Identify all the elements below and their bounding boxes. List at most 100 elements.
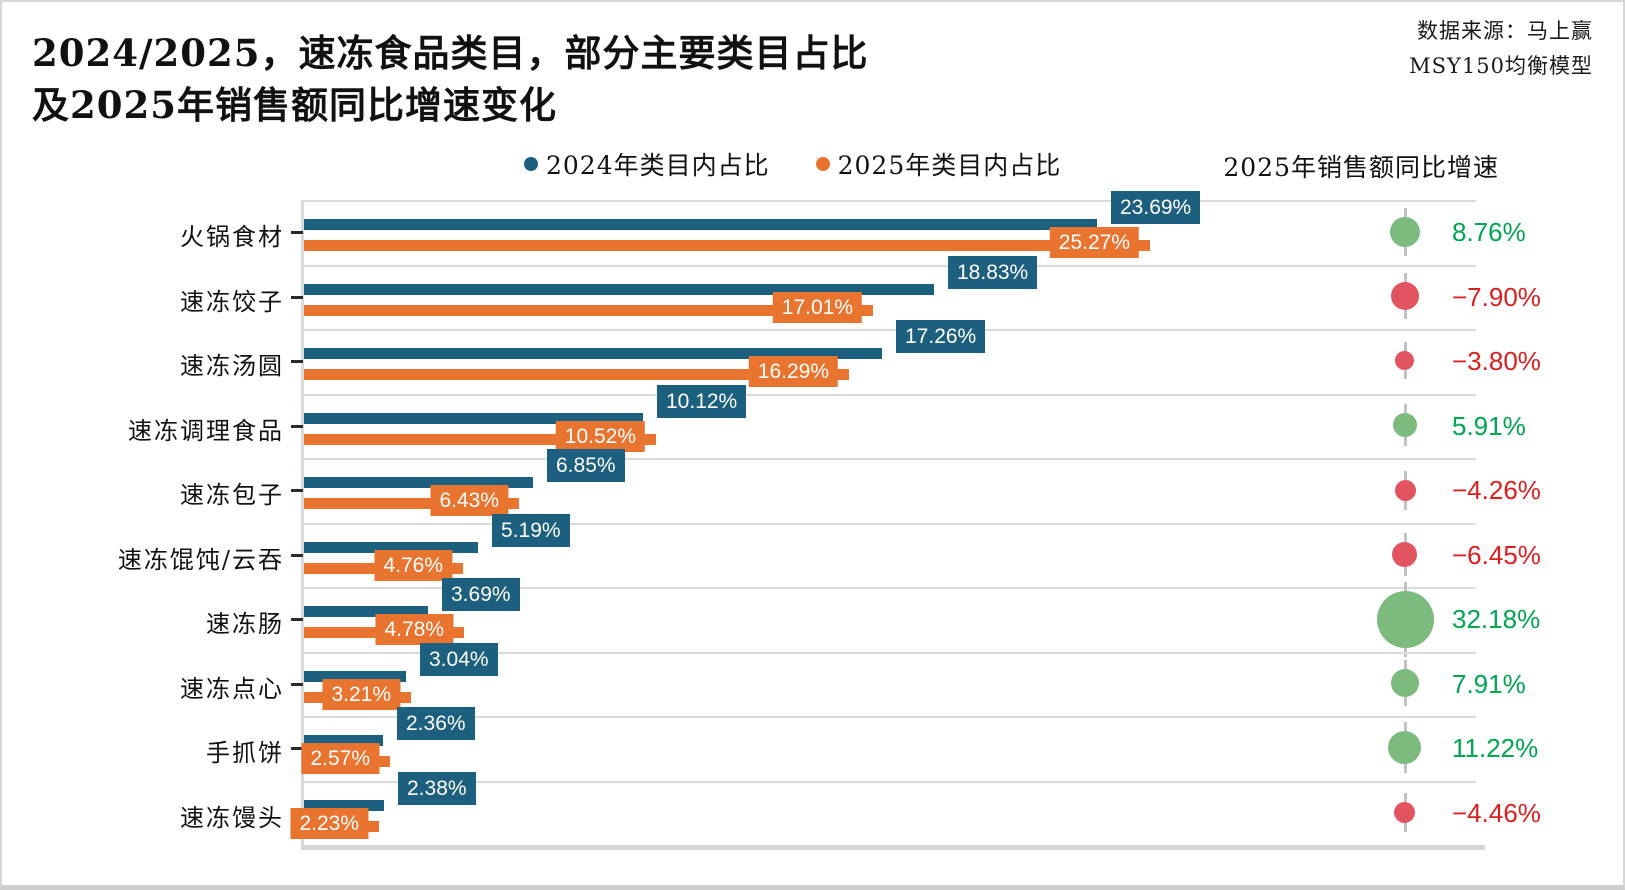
growth-value-label: 11.22%: [1452, 732, 1539, 763]
axis-tick: [291, 747, 303, 750]
axis-tick: [291, 360, 303, 363]
value-label-2025: 17.01%: [772, 292, 862, 323]
axis-tick: [291, 231, 303, 234]
value-label-2024: 2.38%: [398, 772, 476, 805]
chart-title: 2024/2025，速冻食品类目，部分主要类目占比 及2025年销售额同比增速变…: [32, 28, 868, 132]
axis-tick: [291, 618, 303, 621]
growth-bubble: [1391, 669, 1419, 697]
category-label: 速冻包子: [180, 481, 284, 509]
growth-value-label: −3.80%: [1452, 345, 1541, 376]
axis-tick: [291, 489, 303, 492]
value-label-2024: 5.19%: [492, 514, 570, 547]
value-label-2024: 18.83%: [948, 256, 1038, 289]
legend-item-2025: 2025年类目内占比: [815, 146, 1062, 182]
value-label-2024: 3.69%: [442, 578, 520, 611]
value-label-2024: 10.12%: [657, 385, 747, 418]
value-label-2024: 6.85%: [547, 449, 625, 482]
growth-bubble: [1392, 542, 1417, 567]
growth-bubble: [1393, 413, 1417, 437]
value-label-2024: 2.36%: [397, 707, 475, 740]
row-separator: [304, 200, 1476, 202]
growth-value-label: −4.46%: [1452, 797, 1541, 828]
axis-tick: [291, 683, 303, 686]
growth-value-label: −7.90%: [1452, 281, 1541, 312]
row-separator: [304, 329, 1476, 331]
data-source-line1: 数据来源：马上赢: [1417, 19, 1593, 43]
bar-2024: [304, 348, 882, 359]
chart-title-line2: 及2025年销售额同比增速变化: [32, 82, 557, 127]
value-label-2025: 2.57%: [301, 743, 379, 774]
bar-2025: [304, 369, 849, 380]
category-label: 速冻点心: [180, 675, 284, 703]
category-label: 速冻肠: [206, 610, 284, 638]
bar-2024: [304, 542, 478, 553]
value-label-2025: 6.43%: [430, 485, 508, 516]
bar-2025: [304, 498, 519, 509]
growth-value-label: 8.76%: [1452, 216, 1526, 247]
value-label-2024: 17.26%: [896, 320, 986, 353]
axis-tick: [291, 554, 303, 557]
row-separator: [304, 523, 1476, 525]
bar-2024: [304, 800, 384, 811]
data-source-line2: MSY150均衡模型: [1409, 53, 1593, 78]
row-separator: [304, 458, 1476, 460]
legend-dot-2024-icon: [524, 157, 538, 171]
category-label: 火锅食材: [180, 223, 284, 251]
data-source-note: 数据来源：马上赢 MSY150均衡模型: [1409, 14, 1593, 83]
growth-bubble: [1394, 802, 1415, 823]
chart-title-line1: 2024/2025，速冻食品类目，部分主要类目占比: [32, 31, 869, 75]
category-label: 速冻饺子: [180, 288, 284, 316]
growth-column-header: 2025年销售额同比增速: [1223, 153, 1499, 182]
bar-2024: [304, 671, 406, 682]
growth-value-label: −4.26%: [1452, 474, 1541, 505]
legend-dot-2025-icon: [815, 157, 830, 171]
value-label-2025: 4.78%: [375, 614, 453, 645]
category-label: 速冻汤圆: [180, 352, 284, 380]
value-label-2025: 4.76%: [374, 550, 452, 581]
value-label-2024: 23.69%: [1111, 191, 1201, 224]
bar-2025: [304, 434, 656, 445]
bar-2024: [304, 606, 428, 617]
growth-value-label: 5.91%: [1452, 410, 1526, 441]
y-axis-line: [301, 200, 304, 850]
value-label-2025: 2.23%: [290, 808, 368, 839]
bar-2024: [304, 219, 1097, 230]
category-label: 速冻馄饨/云吞: [117, 546, 284, 574]
category-label: 速冻馒头: [180, 804, 284, 832]
bar-2024: [304, 284, 934, 295]
row-separator: [304, 265, 1476, 267]
growth-bubble: [1391, 282, 1419, 310]
category-label: 手抓饼: [206, 739, 284, 767]
bar-2025: [304, 305, 873, 316]
growth-value-label: −6.45%: [1452, 539, 1541, 570]
growth-bubble: [1388, 731, 1421, 764]
axis-tick: [291, 296, 303, 299]
growth-bubble: [1377, 591, 1434, 648]
growth-bubble: [1395, 351, 1414, 370]
bar-2024: [304, 413, 643, 424]
bar-2025: [304, 240, 1150, 251]
value-label-2025: 10.52%: [555, 421, 645, 452]
x-axis-line: [301, 845, 1485, 850]
growth-value-label: 7.91%: [1452, 668, 1526, 699]
value-label-2024: 3.04%: [420, 643, 498, 676]
row-separator: [304, 652, 1476, 654]
growth-bubble: [1395, 480, 1416, 501]
value-label-2025: 25.27%: [1049, 227, 1139, 258]
value-label-2025: 16.29%: [748, 356, 838, 387]
value-label-2025: 3.21%: [322, 679, 400, 710]
row-separator: [304, 394, 1476, 396]
row-separator: [304, 781, 1476, 783]
growth-bubble: [1390, 217, 1420, 247]
legend: 2024年类目内占比 2025年类目内占比: [524, 146, 1061, 182]
axis-tick: [291, 425, 303, 428]
bar-2024: [304, 735, 383, 746]
row-separator: [304, 587, 1476, 589]
legend-label-2025: 2025年类目内占比: [837, 151, 1062, 180]
bar-2024: [304, 477, 533, 488]
row-separator: [304, 716, 1476, 718]
legend-item-2024: 2024年类目内占比: [524, 146, 770, 182]
legend-label-2024: 2024年类目内占比: [546, 151, 770, 180]
growth-value-label: 32.18%: [1452, 603, 1541, 634]
